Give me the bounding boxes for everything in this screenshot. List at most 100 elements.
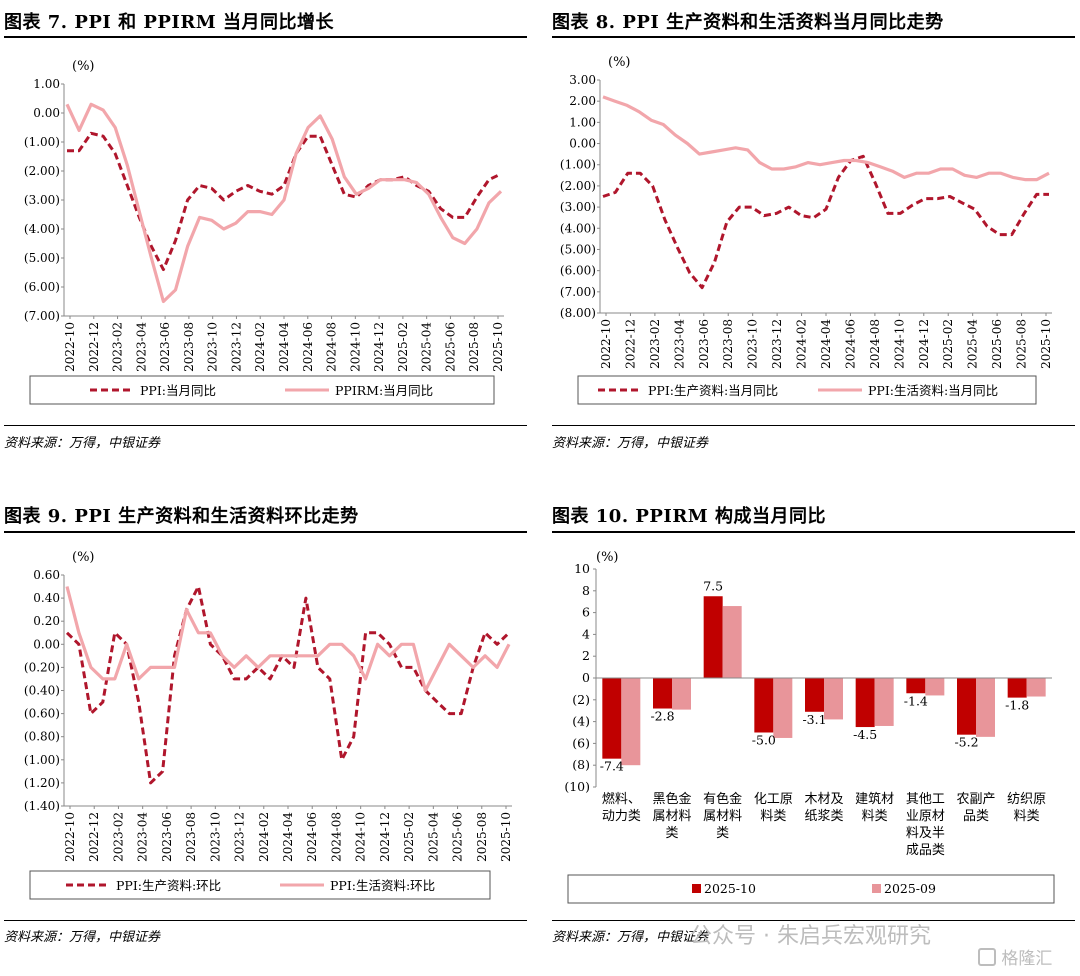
series-line-solid	[65, 586, 511, 693]
x-tick-label: 2024-02	[253, 322, 267, 372]
legend-box	[29, 375, 495, 405]
x-tick-label: 2024-08	[325, 322, 339, 372]
legend-label: PPI:生活资料:环比	[330, 878, 435, 893]
y-tick-label: 6	[582, 605, 590, 620]
bar-2025-10	[754, 678, 774, 733]
legend-swatch	[692, 884, 701, 893]
y-tick-label: (0.40)	[24, 684, 60, 698]
x-tick-label: 2022-12	[623, 319, 637, 369]
bar-2025-10	[703, 596, 723, 678]
x-tick-label: 2023-04	[672, 319, 686, 369]
source-rule	[552, 920, 1075, 921]
x-tick-label: 2024-04	[281, 812, 295, 862]
x-tick-label: 2025-10	[499, 812, 513, 862]
bar-2025-09	[672, 678, 691, 710]
x-tick-label: 2023-12	[233, 812, 247, 862]
category-label: 类	[716, 826, 729, 841]
x-tick-label: 2025-02	[941, 319, 955, 369]
legend-box	[29, 870, 491, 900]
y-tick-label: (0.20)	[24, 660, 60, 674]
logo-text: 格隆汇	[1001, 949, 1053, 969]
legend-label: PPI:当月同比	[140, 383, 216, 398]
legend-label: PPI:生产资料:当月同比	[648, 383, 778, 398]
category-label: 农副产	[956, 792, 995, 807]
bar-2025-10	[602, 678, 622, 759]
y-tick-label: (1.20)	[24, 776, 60, 790]
bar-2025-10	[906, 678, 926, 694]
x-tick-label: 2024-06	[301, 322, 315, 372]
x-tick-label: 2024-10	[354, 812, 368, 862]
y-tick-label: (1.00)	[24, 753, 60, 767]
x-tick-label: 2024-12	[917, 319, 931, 369]
unit-label: (%)	[72, 550, 95, 565]
data-label: -3.1	[802, 712, 826, 727]
y-tick-label: 1.00	[569, 115, 596, 129]
category-label: 属材料	[652, 809, 691, 824]
data-label: -5.0	[752, 733, 776, 748]
unit-label: (%)	[608, 55, 631, 70]
x-tick-label: 2023-06	[697, 319, 711, 369]
line-chart-ppi-ppirm: (%) 1.00 0.00 (1.00) (2.00) (3.00) (4.00) (5.00…	[24, 59, 505, 405]
bar-2025-09	[824, 678, 843, 720]
x-tick-label: 2025-04	[420, 322, 434, 372]
series-line-dashed	[602, 154, 1049, 290]
category-label: 其他工	[906, 792, 945, 807]
y-tick-label: (4.00)	[560, 221, 596, 235]
x-tick-label: 2025-06	[990, 319, 1004, 369]
chart-title: 图表 10. PPIRM 构成当月同比	[552, 506, 826, 527]
x-tick-label: 2023-10	[206, 322, 220, 372]
x-tick-label: 2023-04	[136, 812, 150, 862]
x-tick-label: 2025-10	[1039, 319, 1053, 369]
bar-2025-10	[1007, 678, 1027, 698]
data-label: -1.8	[1005, 698, 1029, 713]
y-tick-label: (1.00)	[560, 158, 596, 172]
series-line-dashed	[65, 585, 511, 785]
source-note: 资料来源：万得，中银证券	[4, 436, 161, 451]
x-tick-label: 2023-08	[721, 319, 735, 369]
x-tick-label: 2025-04	[966, 319, 980, 369]
y-tick-label: 0.00	[33, 637, 60, 651]
legend-swatch	[872, 884, 881, 893]
y-tick-label: (5.00)	[560, 242, 596, 256]
category-label: 动力类	[602, 809, 641, 824]
y-tick-label: 0.00	[33, 106, 60, 120]
x-tick-label: 2024-10	[348, 322, 362, 372]
category-label: 化工原	[754, 792, 793, 807]
x-tick-label: 2024-06	[305, 812, 319, 862]
chart-title: 图表 7. PPI 和 PPIRM 当月同比增长	[4, 12, 334, 33]
x-tick-label: 2024-08	[868, 319, 882, 369]
y-tick-label: (0.60)	[24, 707, 60, 721]
x-tick-label: 2023-10	[208, 812, 222, 862]
chart-title: 图表 8. PPI 生产资料和生活资料当月同比走势	[552, 12, 944, 33]
y-tick-label: (3.00)	[24, 193, 60, 207]
x-tick-label: 2022-10	[63, 322, 77, 372]
line-chart-production-living-yoy: (%) 3.00 2.00 1.00 0.00 (1.00) (2.00) (3.00) (4.…	[560, 55, 1053, 405]
bar-2025-09	[621, 678, 641, 766]
x-tick-label: 2023-06	[158, 322, 172, 372]
y-tick-label: (1.00)	[24, 135, 60, 149]
x-tick-label: 2023-08	[182, 322, 196, 372]
category-label: 黑色金	[652, 791, 691, 807]
y-tick-label: (4)	[572, 714, 590, 729]
y-tick-label: (0.80)	[24, 730, 60, 744]
legend-label: 2025-10	[704, 881, 756, 896]
x-tick-label: 2025-08	[475, 812, 489, 862]
category-label: 属材料	[703, 809, 742, 824]
legend-label: 2025-09	[884, 881, 936, 896]
x-tick-label: 2023-02	[648, 319, 662, 369]
y-tick-label: (6.00)	[560, 264, 596, 278]
x-tick-label: 2025-08	[467, 322, 481, 372]
x-tick-label: 2024-04	[277, 322, 291, 372]
bar-2025-09	[722, 606, 742, 678]
y-tick-label: (2)	[572, 692, 590, 707]
x-tick-label: 2025-08	[1015, 319, 1029, 369]
watermark-logo: 格隆汇	[978, 944, 1052, 969]
y-tick-label: (2.00)	[24, 164, 60, 178]
y-tick-label: (4.00)	[24, 222, 60, 236]
x-tick-label: 2024-12	[378, 812, 392, 862]
x-tick-label: 2024-02	[257, 812, 271, 862]
bar-2025-10	[805, 678, 824, 712]
bar-2025-10	[957, 678, 976, 735]
legend-label: PPI:生产资料:环比	[116, 878, 221, 893]
category-label: 业原材	[906, 809, 945, 824]
